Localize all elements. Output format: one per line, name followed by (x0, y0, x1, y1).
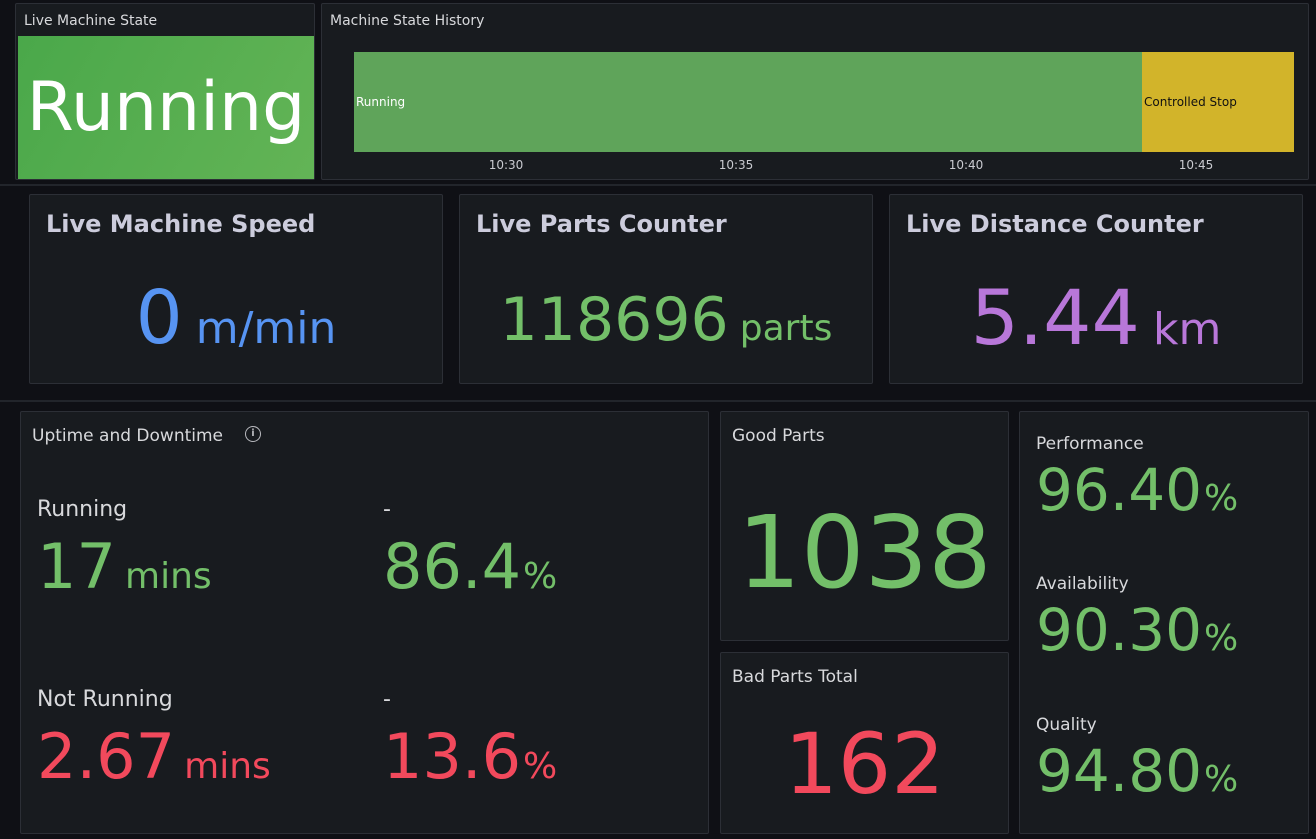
bad-parts-value: 162 (784, 715, 945, 813)
state-timeline[interactable]: Running Controlled Stop (354, 52, 1294, 152)
availability-value: 90.30 (1036, 596, 1203, 664)
panel-title: Live Distance Counter (906, 210, 1204, 238)
performance-label: Performance (1036, 434, 1144, 454)
not-running-label: Not Running (37, 687, 173, 712)
quality-unit: % (1204, 759, 1239, 800)
quality-label: Quality (1036, 715, 1097, 735)
info-icon[interactable]: i (245, 426, 261, 442)
good-parts-panel: Good Parts 1038 (720, 411, 1009, 641)
availability-label: Availability (1036, 574, 1129, 594)
speed-unit: m/min (195, 303, 337, 354)
running-percentage: 86.4% (383, 530, 557, 603)
performance-value: 96.40 (1036, 456, 1203, 524)
not-running-percentage: 13.6% (383, 720, 557, 793)
oee-panel: Performance 96.40% Availability 90.30% Q… (1019, 411, 1309, 834)
live-machine-speed-panel: Live Machine Speed 0 m/min (29, 194, 443, 384)
not-running-unit: mins (184, 746, 271, 787)
time-tick: 10:35 (718, 158, 754, 172)
running-duration: 17 mins (37, 530, 212, 603)
row-divider (0, 400, 1316, 402)
not-running-pct-unit: % (523, 746, 558, 787)
quality-stat: 94.80% (1036, 737, 1238, 805)
live-machine-state-panel: Live Machine State Running (15, 3, 315, 180)
not-running-duration: 2.67 mins (37, 720, 271, 793)
speed-value: 0 (135, 275, 183, 361)
timeline-segment-running[interactable]: Running (354, 52, 1142, 152)
distance-unit: km (1152, 304, 1222, 355)
running-pct-unit: % (523, 556, 558, 597)
performance-stat: 96.40% (1036, 456, 1238, 524)
parts-unit: parts (739, 308, 833, 349)
panel-title: Uptime and Downtime (32, 426, 224, 446)
machine-state-history-panel: Machine State History Running Controlled… (321, 3, 1309, 180)
segment-label: Controlled Stop (1144, 95, 1237, 109)
panel-title: Live Machine Speed (46, 210, 316, 238)
panel-title: Live Parts Counter (476, 210, 727, 238)
live-distance-counter-panel: Live Distance Counter 5.44 km (889, 194, 1303, 384)
not-running-value: 2.67 (37, 720, 176, 793)
panel-title: Bad Parts Total (732, 667, 858, 687)
uptime-downtime-panel: Uptime and Downtime i Running 17 mins - … (20, 411, 709, 834)
running-pct-value: 86.4 (383, 530, 522, 603)
distance-stat: 5.44 km (890, 273, 1302, 362)
speed-stat: 0 m/min (30, 275, 442, 361)
parts-value: 118696 (499, 285, 729, 355)
time-tick: 10:30 (488, 158, 524, 172)
running-label: Running (37, 497, 128, 522)
availability-stat: 90.30% (1036, 596, 1238, 664)
good-parts-value: 1038 (737, 494, 992, 611)
not-running-pct-value: 13.6 (383, 720, 522, 793)
performance-unit: % (1204, 478, 1239, 519)
time-tick: 10:40 (948, 158, 984, 172)
panel-title: Live Machine State (24, 13, 158, 29)
segment-label: Running (356, 95, 406, 109)
bad-parts-panel: Bad Parts Total 162 (720, 652, 1009, 834)
machine-state-indicator: Running (18, 36, 314, 179)
time-tick: 10:45 (1178, 158, 1214, 172)
distance-value: 5.44 (970, 273, 1140, 362)
running-unit: mins (125, 556, 212, 597)
running-pct-label: - (383, 497, 391, 522)
live-parts-counter-panel: Live Parts Counter 118696 parts (459, 194, 873, 384)
panel-title: Machine State History (330, 13, 485, 29)
row-divider (0, 184, 1316, 186)
parts-stat: 118696 parts (460, 285, 872, 355)
timeline-segment-controlled-stop[interactable]: Controlled Stop (1142, 52, 1294, 152)
not-running-pct-label: - (383, 687, 391, 712)
running-value: 17 (37, 530, 116, 603)
availability-unit: % (1204, 618, 1239, 659)
panel-title: Good Parts (732, 426, 825, 446)
quality-value: 94.80 (1036, 737, 1203, 805)
